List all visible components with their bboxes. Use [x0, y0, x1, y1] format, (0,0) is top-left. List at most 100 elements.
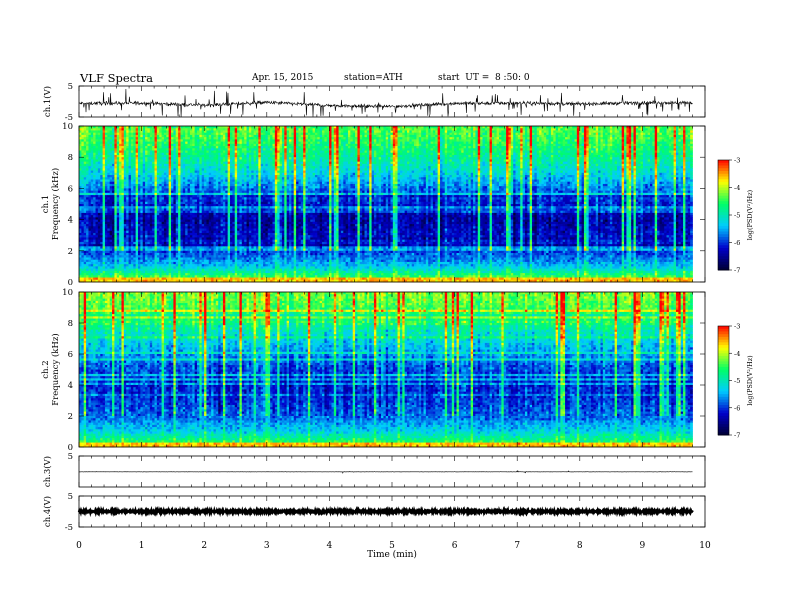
psd-cell: [565, 130, 568, 134]
psd-cell: [399, 137, 403, 140]
psd-cell: [263, 126, 266, 129]
psd-cell: [605, 137, 608, 140]
psd-cell: [112, 132, 115, 136]
psd-cell: [324, 128, 328, 131]
psd-cell: [475, 134, 479, 138]
psd-cell: [614, 132, 618, 136]
psd-cell: [449, 137, 453, 140]
psd-cell: [168, 137, 172, 140]
psd-cell: [449, 143, 453, 147]
psd-cell: [244, 143, 247, 147]
psd-cell: [418, 130, 422, 134]
psd-cell: [232, 143, 236, 147]
psd-cell: [333, 126, 337, 129]
psd-cell: [241, 132, 245, 136]
psd-cell: [411, 141, 415, 145]
psd-cell: [93, 141, 96, 145]
psd-cell: [557, 126, 561, 129]
psd-cell: [289, 139, 292, 142]
psd-cell: [319, 139, 323, 142]
psd-cell: [562, 134, 566, 138]
psd-cell: [215, 132, 219, 136]
psd-cell: [383, 132, 387, 136]
psd-cell: [213, 137, 217, 140]
psd-cell: [293, 141, 297, 145]
psd-cell: [534, 137, 538, 140]
psd-cell: [477, 137, 481, 140]
psd-cell: [296, 126, 299, 129]
psd-cell: [253, 130, 257, 134]
psd-cell: [506, 139, 509, 142]
psd-cell: [345, 134, 349, 138]
psd-cell: [345, 130, 349, 134]
psd-cell: [154, 134, 158, 138]
psd-cell: [133, 143, 137, 147]
psd-cell: [347, 141, 351, 145]
psd-cell: [204, 134, 207, 138]
psd-cell: [95, 143, 99, 147]
psd-cell: [289, 141, 292, 145]
psd-cell: [343, 141, 347, 145]
psd-cell: [508, 132, 512, 136]
psd-cell: [524, 134, 528, 138]
psd-cell: [161, 130, 165, 134]
psd-cell: [463, 132, 467, 136]
psd-cell: [178, 126, 181, 129]
psd-cell: [456, 132, 460, 136]
psd-cell: [204, 132, 207, 136]
psd-cell: [494, 126, 498, 129]
psd-cell: [279, 134, 283, 138]
psd-cell: [178, 143, 181, 147]
psd-cell: [272, 137, 276, 140]
psd-cell: [675, 128, 679, 131]
psd-cell: [378, 128, 382, 131]
psd-cell: [298, 132, 302, 136]
psd-cell: [626, 128, 630, 131]
psd-cell: [411, 134, 415, 138]
psd-cell: [425, 139, 429, 142]
psd-cell: [225, 132, 229, 136]
psd-cell: [458, 141, 462, 145]
psd-cell: [576, 137, 580, 140]
psd-cell: [468, 130, 472, 134]
psd-cell: [654, 139, 658, 142]
psd-cell: [237, 130, 240, 134]
psd-cell: [480, 130, 483, 134]
psd-cell: [317, 137, 321, 140]
psd-cell: [440, 130, 443, 134]
psd-cell: [454, 130, 457, 134]
psd-cell: [196, 128, 200, 131]
psd-cell: [232, 134, 236, 138]
psd-cell: [303, 132, 306, 136]
psd-cell: [279, 143, 283, 147]
psd-cell: [343, 134, 347, 138]
psd-cell: [482, 141, 486, 145]
psd-cell: [638, 132, 641, 136]
psd-cell: [605, 132, 608, 136]
psd-cell: [567, 130, 571, 134]
psd-cell: [232, 141, 236, 145]
psd-cell: [222, 126, 226, 129]
psd-cell: [154, 126, 158, 129]
psd-cell: [347, 126, 351, 129]
psd-cell: [576, 139, 580, 142]
psd-cell: [508, 139, 512, 142]
psd-cell: [310, 141, 313, 145]
psd-cell: [404, 132, 408, 136]
psd-cell: [265, 139, 269, 142]
psd-cell: [435, 143, 439, 147]
psd-cell: [569, 126, 573, 129]
psd-cell: [406, 139, 410, 142]
psd-cell: [86, 137, 89, 140]
psd-cell: [425, 126, 429, 129]
psd-cell: [468, 134, 472, 138]
psd-cell: [265, 130, 269, 134]
psd-cell: [312, 141, 316, 145]
psd-cell: [619, 134, 623, 138]
psd-cell: [272, 134, 276, 138]
psd-cell: [168, 139, 172, 142]
psd-cell: [482, 132, 486, 136]
psd-cell: [503, 141, 507, 145]
psd-cell: [454, 132, 457, 136]
psd-cell: [494, 134, 498, 138]
